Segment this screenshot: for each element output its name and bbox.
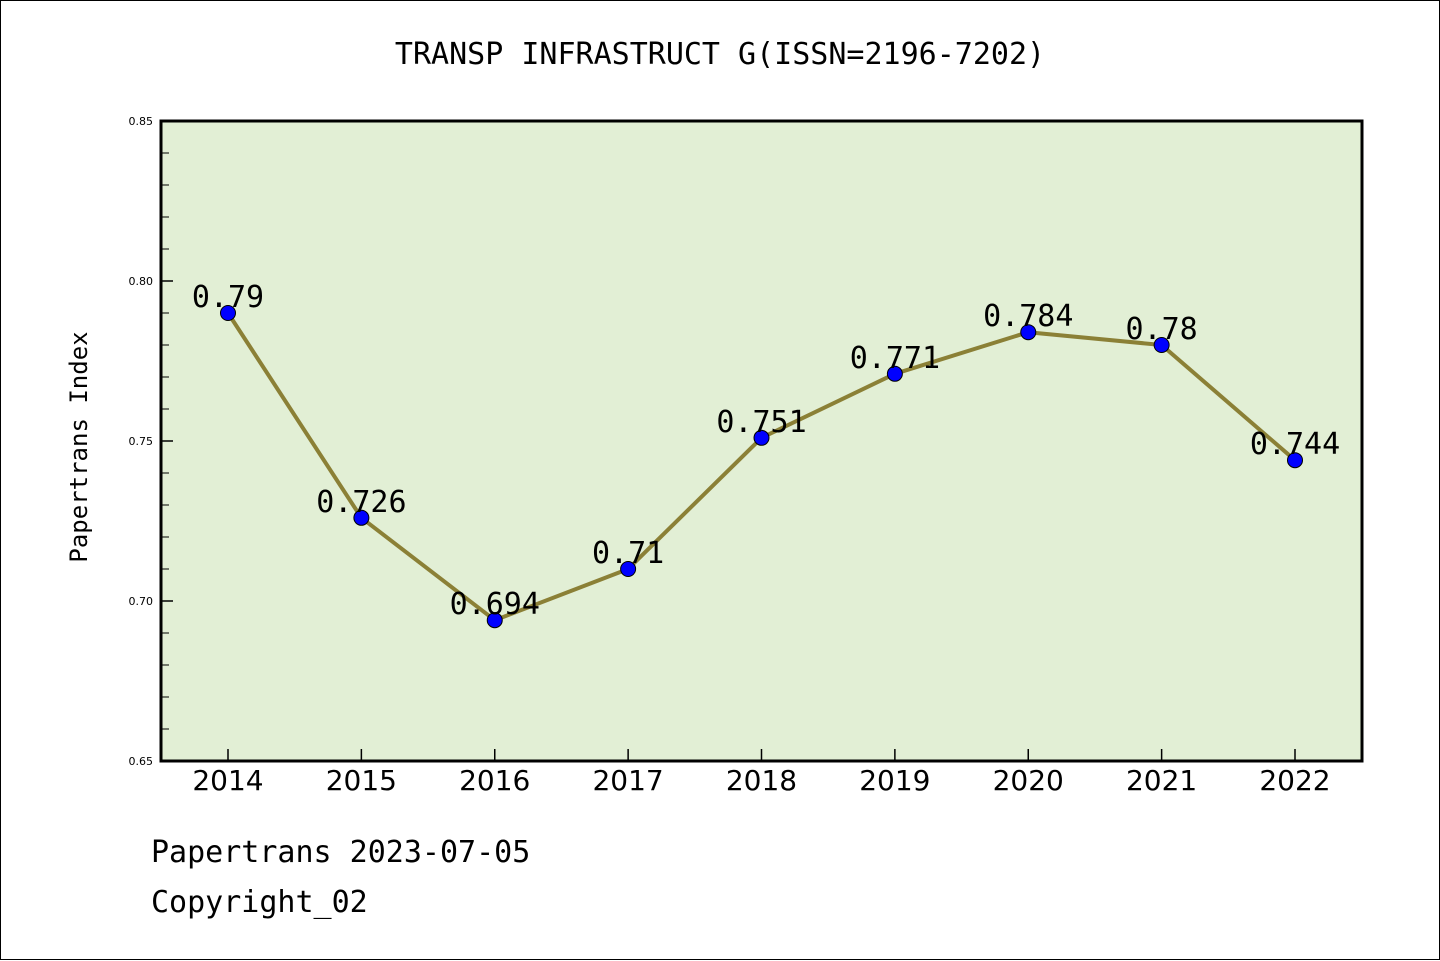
footer-copyright: Copyright_02 (151, 885, 368, 920)
x-tick-label: 2017 (592, 764, 663, 797)
data-point-2017 (620, 561, 637, 577)
y-tick-label: 0.70 (129, 595, 154, 608)
data-label-2022: 0.744 (1250, 427, 1340, 462)
x-axis-ticks: 2014 2015 2016 2017 2018 2019 2020 2021 2022 (192, 749, 1331, 797)
data-point-2022 (1287, 452, 1303, 469)
y-axis-ticks: 0.65 0.70 0.75 0.80 0.85 (129, 115, 173, 768)
data-label-2019: 0.771 (850, 341, 940, 376)
data-point-2021 (1153, 337, 1170, 353)
data-point-2019 (886, 365, 903, 382)
data-label-2014: 0.79 (192, 280, 264, 315)
x-tick-label: 2015 (326, 764, 397, 797)
plot-border (159, 119, 1364, 763)
x-tick-label: 2020 (993, 764, 1064, 797)
y-tick-label: 0.80 (129, 275, 154, 288)
y-tick-label: 0.65 (129, 755, 154, 768)
data-labels: 0.79 0.726 0.694 0.71 0.751 0.771 0.784 0.78 0.7… (192, 280, 1340, 622)
data-point-2016 (486, 612, 503, 629)
data-label-2021: 0.78 (1126, 312, 1198, 347)
data-point-2018 (753, 429, 770, 446)
y-tick-label: 0.75 (129, 435, 154, 448)
y-tick-label: 0.85 (129, 115, 154, 128)
footer-source: Papertrans 2023-07-05 (151, 835, 531, 870)
data-label-2015: 0.726 (316, 485, 406, 520)
x-tick-label: 2021 (1126, 764, 1197, 797)
x-tick-label: 2022 (1259, 764, 1330, 797)
x-tick-label: 2014 (192, 764, 263, 797)
x-tick-label: 2019 (859, 764, 930, 797)
data-label-2017: 0.71 (592, 536, 664, 571)
data-point-2015 (353, 509, 370, 526)
x-tick-label: 2018 (726, 764, 797, 797)
data-points (220, 305, 1303, 629)
data-label-2016: 0.694 (450, 587, 540, 622)
data-label-2020: 0.784 (983, 299, 1073, 334)
data-label-2018: 0.751 (716, 405, 806, 440)
chart-title: TRANSP INFRASTRUCT G(ISSN=2196-7202) (394, 37, 1046, 72)
data-point-2014 (220, 305, 236, 321)
y-axis-label: Papertrans Index (65, 331, 93, 562)
data-point-2020 (1020, 324, 1037, 341)
x-tick-label: 2016 (459, 764, 530, 797)
